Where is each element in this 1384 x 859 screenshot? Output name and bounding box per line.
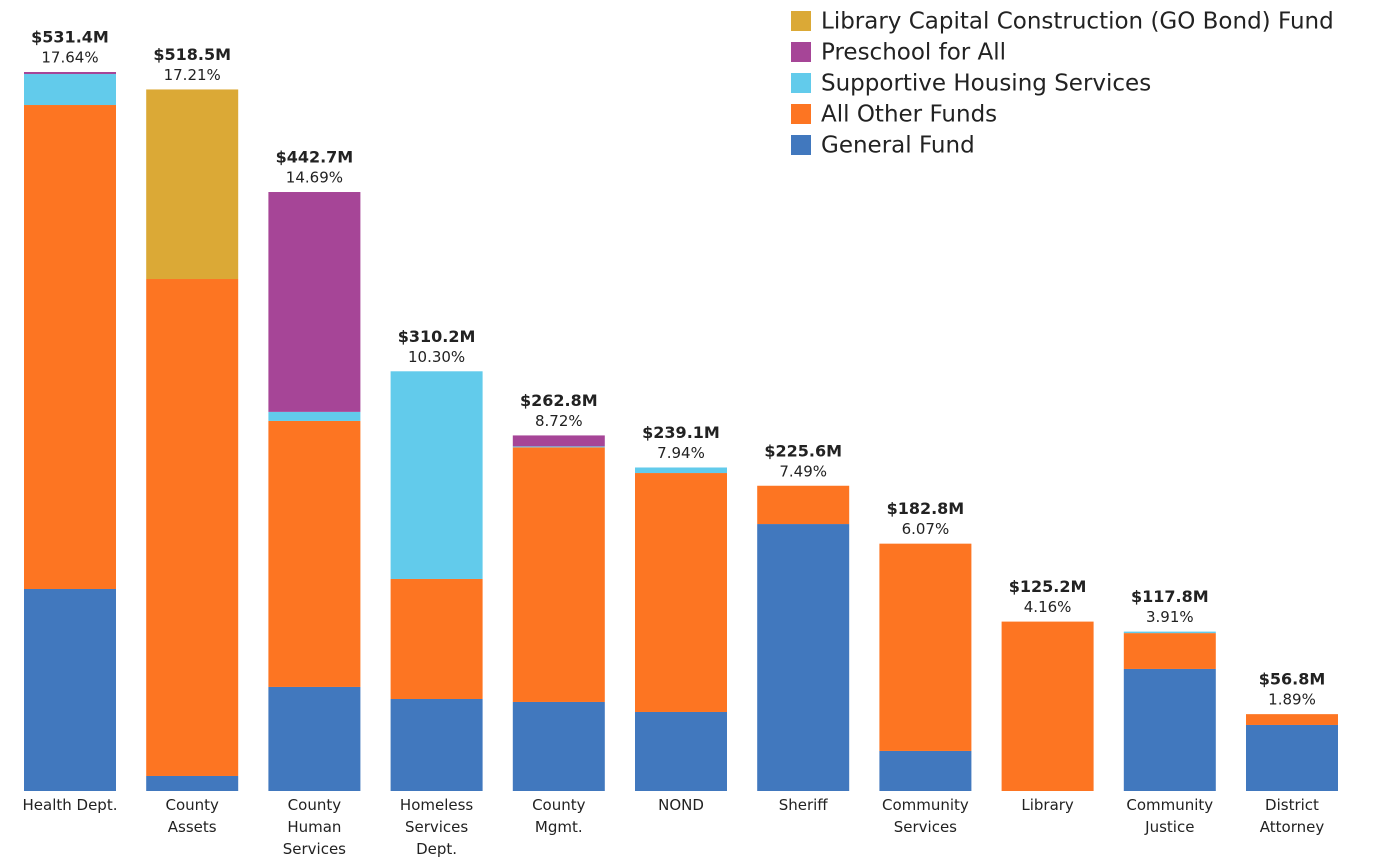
x-tick-label: District Attorney (1259, 796, 1325, 836)
x-tick-label: County Mgmt. (532, 796, 586, 836)
bar-segment (879, 543, 972, 751)
bar-segment (635, 467, 727, 474)
legend-label: All Other Funds (821, 102, 997, 128)
legend-label: Library Capital Construction (GO Bond) F… (821, 9, 1334, 35)
total-label: $262.8M (520, 391, 598, 410)
share-label: 7.94% (657, 444, 705, 462)
legend-swatch (791, 11, 811, 31)
bar-segment (512, 701, 605, 791)
share-label: 7.49% (779, 462, 827, 480)
total-label: $239.1M (642, 423, 720, 442)
bar-segment (1001, 621, 1094, 791)
bar-segment (1123, 668, 1216, 791)
total-label: $182.8M (887, 499, 965, 518)
share-label: 17.64% (41, 49, 98, 67)
x-tick-label: Sheriff (778, 796, 828, 814)
total-label: $518.5M (153, 45, 231, 64)
total-label: $442.7M (276, 148, 354, 167)
bar-segment (24, 105, 116, 589)
bar-segment (24, 72, 116, 75)
share-label: 17.21% (164, 66, 221, 84)
bar-segment (390, 371, 483, 579)
total-label: $225.6M (764, 441, 842, 460)
bar-segment (146, 89, 239, 280)
bar-segment (24, 74, 116, 106)
bar-segment (268, 420, 361, 687)
share-label: 10.30% (408, 348, 465, 366)
bar-segment (1246, 714, 1338, 725)
share-label: 4.16% (1024, 598, 1072, 616)
x-tick-label: Community Justice (1126, 796, 1214, 836)
bar-segment (268, 192, 361, 412)
bar-segment (757, 524, 850, 791)
x-tick-label: Community Services (881, 796, 969, 836)
bar-segment (146, 279, 239, 776)
x-tick-label: NOND (658, 796, 704, 814)
total-label: $125.2M (1009, 577, 1087, 596)
bar-segment (268, 411, 361, 421)
legend-swatch (791, 135, 811, 155)
legend-swatch (791, 42, 811, 62)
bar-segment (1123, 631, 1216, 634)
legend-swatch (791, 73, 811, 93)
bar-segment (390, 698, 483, 791)
x-tick-label: Library (1021, 796, 1074, 814)
bar-segment (512, 446, 605, 448)
share-label: 1.89% (1268, 691, 1316, 709)
bar-segment (512, 447, 605, 702)
legend-label: Preschool for All (821, 40, 1006, 66)
bar-segment (1123, 633, 1216, 669)
bar-segment (24, 588, 116, 791)
x-tick-label: County Human Services (282, 796, 347, 858)
bar-segment (635, 711, 727, 791)
share-label: 6.07% (902, 520, 950, 538)
share-label: 3.91% (1146, 608, 1194, 626)
total-label: $310.2M (398, 327, 476, 346)
bar-segment (879, 750, 972, 791)
x-tick-label: County Assets (165, 796, 219, 836)
total-label: $531.4M (31, 28, 109, 47)
bar-segment (146, 775, 239, 791)
bar-segment (512, 435, 605, 447)
bar-segment (757, 485, 850, 525)
legend-label: Supportive Housing Services (821, 71, 1151, 97)
x-tick-label: Health Dept. (22, 796, 118, 814)
legend-label: General Fund (821, 133, 975, 159)
total-label: $56.8M (1259, 670, 1326, 689)
bar-segment (268, 686, 361, 791)
x-tick-label: Homeless Services Dept. (399, 796, 474, 858)
bar-segment (1246, 724, 1338, 791)
share-label: 8.72% (535, 412, 583, 430)
share-label: 14.69% (286, 169, 343, 187)
bar-segment (635, 473, 727, 712)
total-label: $117.8M (1131, 587, 1209, 606)
bar-segment (390, 578, 483, 699)
legend-swatch (791, 104, 811, 124)
